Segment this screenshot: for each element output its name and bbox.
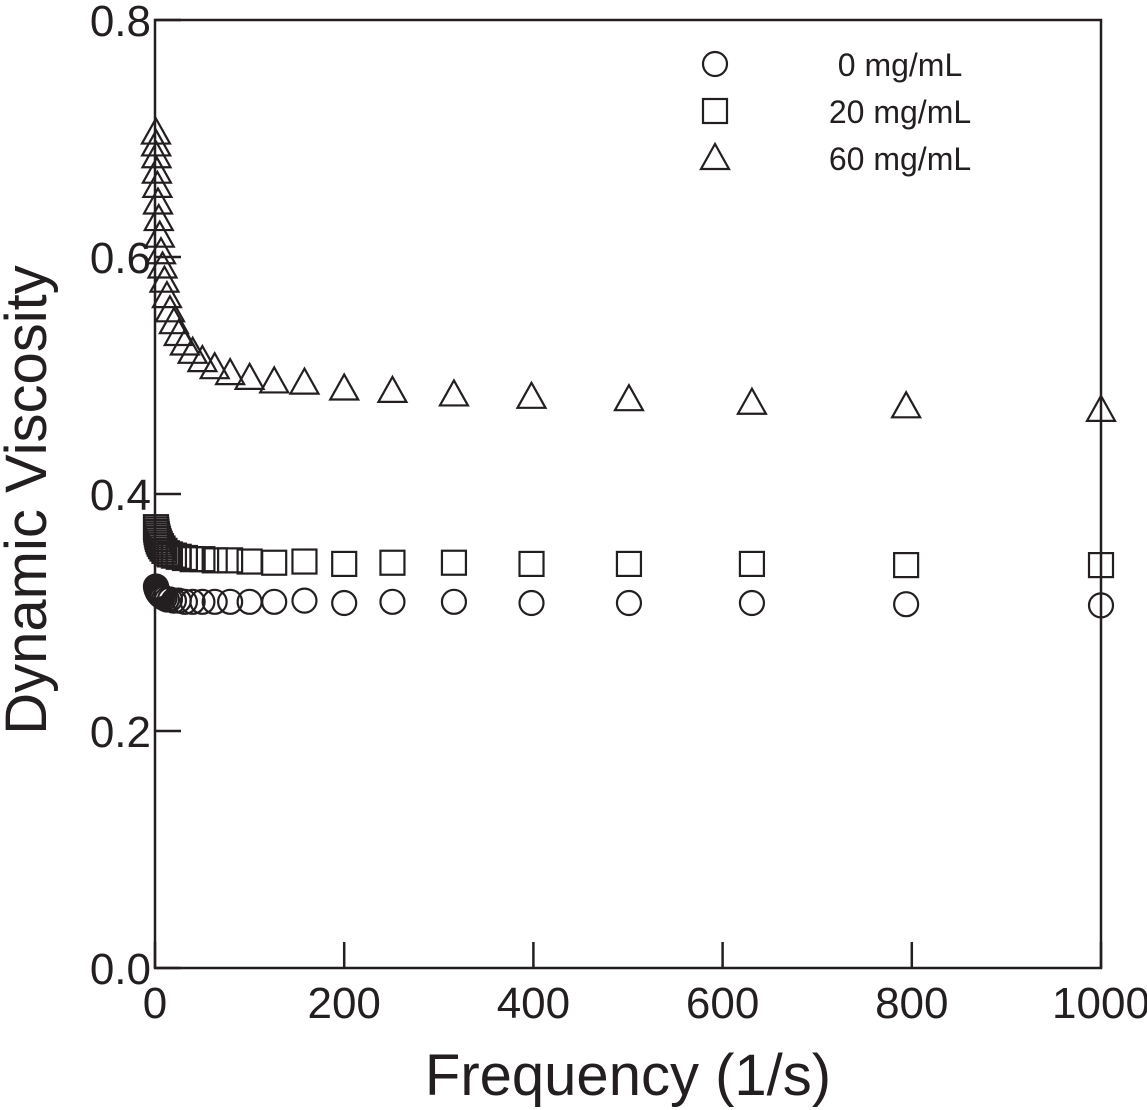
square-data-point (291, 548, 318, 575)
square-data-point (217, 547, 244, 574)
legend-label: 60 mg/mL (829, 141, 971, 177)
square-data-point (440, 549, 468, 576)
square-data-point (261, 549, 288, 576)
square-data-point (201, 547, 228, 574)
square-data-point (171, 544, 198, 572)
square-data-point (156, 541, 184, 568)
square-data-point (379, 549, 406, 576)
circle-data-point (440, 588, 468, 615)
triangle-data-point (158, 305, 190, 335)
square-data-point (615, 550, 643, 578)
triangle-data-point (141, 155, 173, 184)
circle-data-point (201, 588, 228, 615)
x-axis-ticks: 0 200 400 600 800 1000 (143, 942, 1147, 1028)
legend-triangle-icon (699, 141, 731, 171)
triangle-data-point (214, 356, 246, 386)
triangle-data-point (148, 264, 181, 293)
y-tick-label: 0.0 (90, 945, 151, 994)
x-tick-label: 0 (143, 979, 167, 1028)
square-data-point (331, 550, 358, 578)
circle-data-point (738, 589, 766, 617)
triangle-data-point (140, 140, 173, 169)
circle-data-point (179, 588, 206, 615)
triangle-data-point (198, 350, 231, 380)
square-data-point (518, 550, 545, 578)
legend-square-icon (701, 97, 729, 125)
triangle-data-point (515, 380, 548, 409)
circle-data-point (615, 589, 643, 617)
y-tick-label: 0.4 (90, 471, 151, 520)
circle-data-point (893, 591, 920, 618)
triangle-data-point (233, 361, 266, 390)
triangle-data-point (258, 365, 291, 394)
triangle-data-point (151, 279, 183, 309)
x-tick-label: 600 (686, 979, 759, 1028)
data-markers (140, 116, 1117, 619)
triangle-data-point (146, 250, 179, 279)
circle-data-point (1087, 592, 1115, 619)
y-axis-title: Dynamic Viscosity (0, 265, 59, 735)
triangle-data-point (438, 378, 470, 407)
y-axis-ticks: 0.0 0.2 0.4 0.6 0.8 (90, 0, 181, 994)
triangle-data-point (613, 382, 645, 412)
y-tick-label: 0.8 (90, 0, 151, 46)
legend-circle-icon (701, 50, 729, 78)
legend-label: 20 mg/mL (829, 94, 971, 130)
circle-data-point (518, 589, 545, 617)
y-tick-label: 0.2 (90, 708, 151, 757)
triangle-data-point (288, 366, 321, 395)
circle-data-point (189, 588, 216, 615)
triangle-data-point (142, 202, 175, 232)
triangle-data-point (154, 294, 186, 323)
triangle-data-point (145, 236, 177, 265)
legend-label: 0 mg/mL (838, 47, 962, 83)
square-data-point (738, 550, 766, 578)
triangle-data-point (142, 186, 174, 215)
circle-data-point (261, 588, 288, 615)
circle-data-point (217, 588, 244, 615)
circle-data-point (379, 588, 406, 615)
x-tick-label: 400 (497, 979, 570, 1028)
x-tick-label: 1000 (1052, 979, 1147, 1028)
triangle-data-point (376, 374, 409, 404)
triangle-data-point (169, 327, 201, 356)
circle-data-point (331, 589, 358, 617)
triangle-data-point (736, 386, 768, 415)
x-tick-label: 200 (307, 979, 380, 1028)
triangle-data-point (143, 219, 176, 248)
triangle-data-point (1085, 393, 1117, 422)
y-tick-label: 0.6 (90, 234, 151, 283)
square-data-point (893, 551, 920, 579)
circle-data-point (291, 587, 318, 614)
triangle-data-point (140, 128, 173, 157)
legend: 0 mg/mL 20 mg/mL 60 mg/mL (699, 47, 971, 177)
triangle-data-point (186, 343, 219, 373)
circle-data-point (171, 588, 198, 615)
x-tick-label: 800 (875, 979, 948, 1028)
triangle-data-point (328, 372, 361, 401)
x-axis-title: Frequency (1/s) (425, 1043, 831, 1108)
square-data-point (1087, 551, 1115, 579)
triangle-data-point (890, 390, 923, 419)
triangle-data-point (141, 169, 174, 198)
square-data-point (151, 537, 178, 564)
